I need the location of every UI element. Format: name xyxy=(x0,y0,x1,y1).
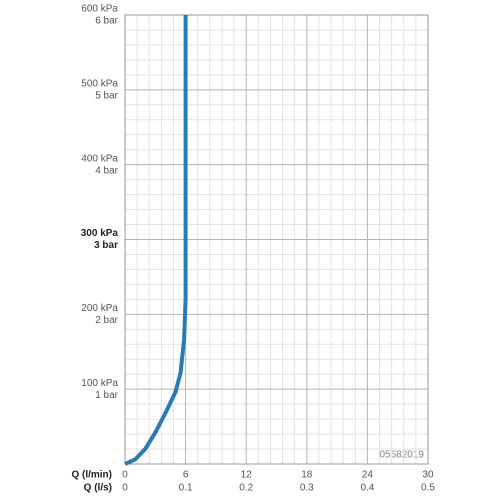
curve xyxy=(124,15,188,466)
y-tick-bar-label: 6 bar xyxy=(95,16,118,27)
x2-tick-label: 0.5 xyxy=(421,483,435,494)
y-tick-bar-label: 2 bar xyxy=(95,315,118,326)
x2-tick-label: 0.3 xyxy=(300,483,314,494)
x-axis-label: Q (l/min) xyxy=(71,470,112,481)
y-tick-label: 500 kPa xyxy=(81,78,118,89)
y-tick-label: 200 kPa xyxy=(81,303,118,314)
x-tick-label: 0 xyxy=(122,470,128,481)
plot-border xyxy=(124,14,429,465)
x2-tick-label: 0 xyxy=(122,483,128,494)
x-tick-label: 30 xyxy=(422,470,434,481)
x2-tick-label: 0.2 xyxy=(239,483,253,494)
x-tick-label: 18 xyxy=(301,470,313,481)
y-tick-bar-label: 1 bar xyxy=(95,390,118,401)
x2-tick-label: 0.4 xyxy=(360,483,374,494)
y-tick-label: 100 kPa xyxy=(81,378,118,389)
y-tick-bar-label: 3 bar xyxy=(94,240,118,251)
y-tick-label: 400 kPa xyxy=(81,153,118,164)
y-tick-bar-label: 4 bar xyxy=(95,165,118,176)
x2-tick-label: 0.1 xyxy=(179,483,193,494)
x-tick-label: 6 xyxy=(183,470,189,481)
x-tick-label: 12 xyxy=(241,470,253,481)
y-tick-bar-label: 5 bar xyxy=(95,90,118,101)
x-tick-label: 24 xyxy=(362,470,374,481)
x2-axis-label: Q (l/s) xyxy=(84,483,112,494)
y-tick-label: 600 kPa xyxy=(81,4,118,15)
y-tick-label: 300 kPa xyxy=(81,228,119,239)
annotation: 05682019 xyxy=(380,450,425,461)
